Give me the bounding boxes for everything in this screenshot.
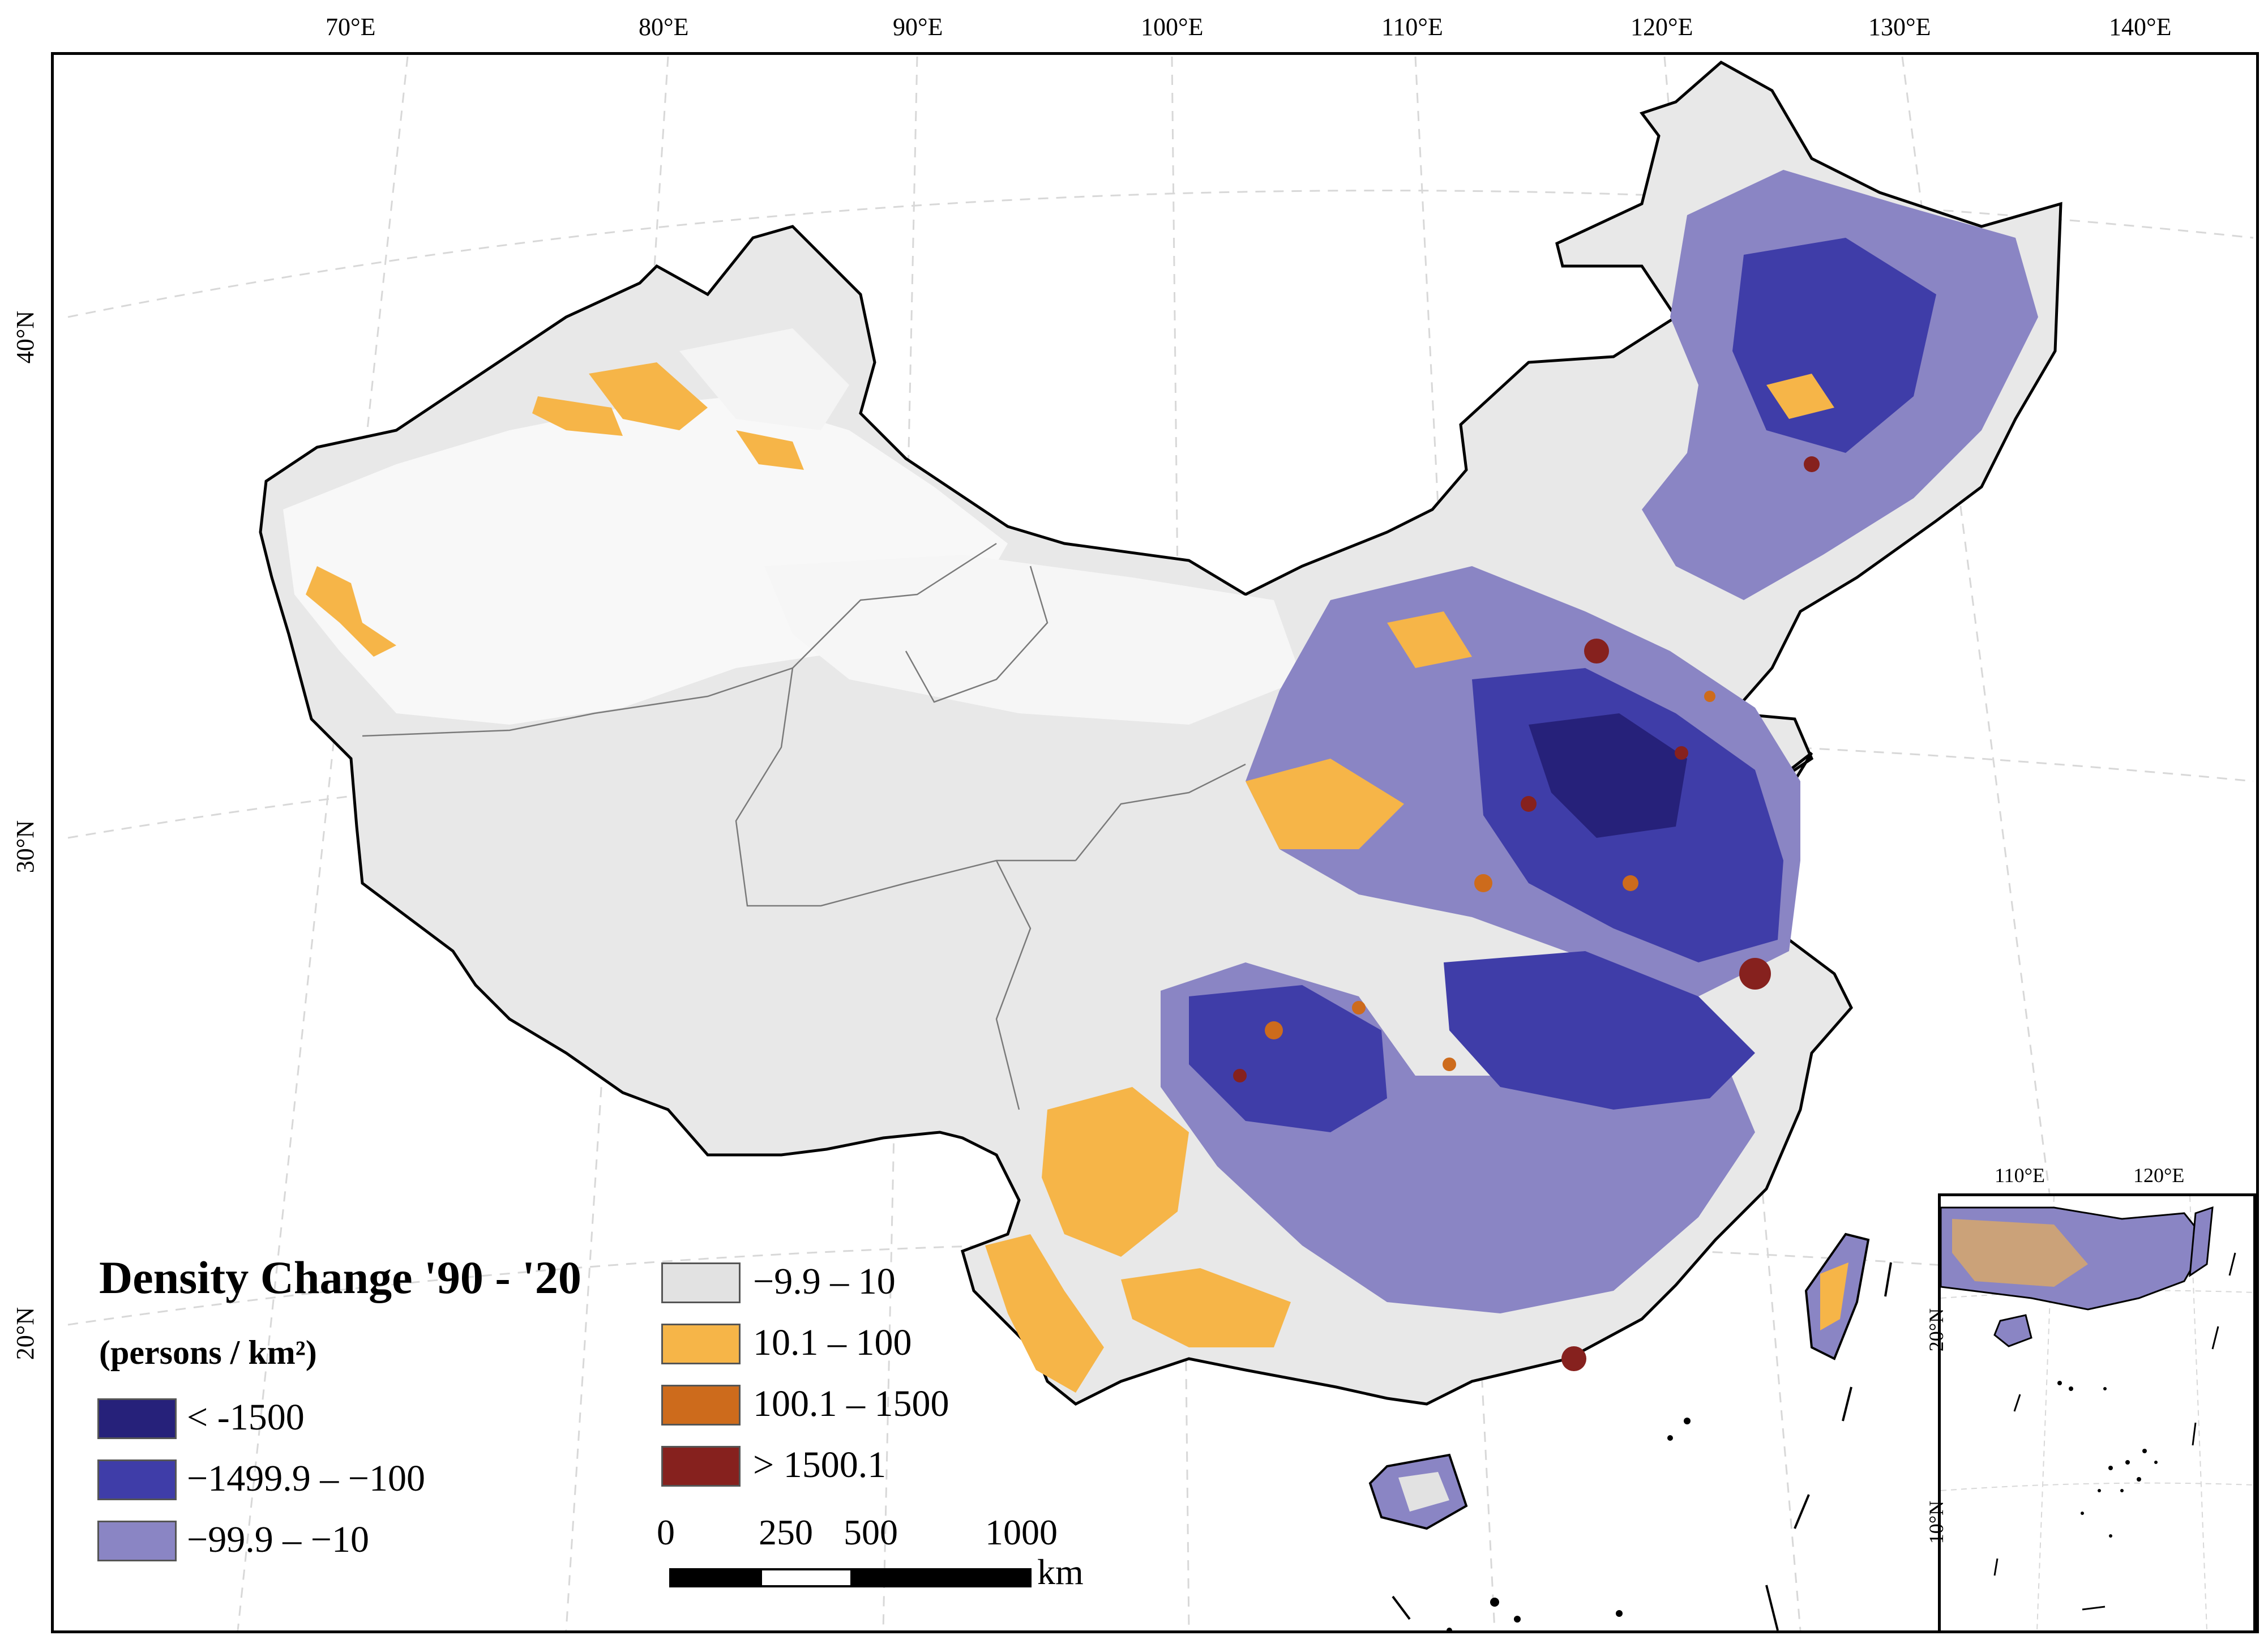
scalebar-tick-label: 1000 bbox=[985, 1512, 1058, 1552]
decline-areas bbox=[1161, 170, 2038, 1313]
legend-label: < -1500 bbox=[187, 1397, 305, 1438]
lon-label: 140°E bbox=[2109, 13, 2172, 41]
lon-label: 100°E bbox=[1141, 13, 1204, 41]
legend-subtitle: (persons / km²) bbox=[99, 1334, 317, 1371]
scalebar-tick-label: 500 bbox=[844, 1512, 898, 1552]
legend-label: > 1500.1 bbox=[753, 1444, 887, 1486]
lon-label: 120°E bbox=[1631, 13, 1693, 41]
lon-label: 130°E bbox=[1868, 13, 1931, 41]
inset-map: 110°E 120°E 20°N 10°N bbox=[1925, 1164, 2256, 1633]
legend-swatch bbox=[661, 1324, 741, 1364]
province-borders bbox=[362, 542, 1246, 1110]
legend-title: Density Change '90 - '20 bbox=[99, 1252, 581, 1303]
lat-label: 20°N bbox=[11, 1307, 40, 1360]
map-frame bbox=[51, 52, 2259, 1633]
legend-label: −9.9 – 10 bbox=[753, 1261, 896, 1302]
lat-label: 30°N bbox=[11, 820, 40, 874]
legend-label: −1499.9 – −100 bbox=[187, 1458, 425, 1499]
legend-label: 10.1 – 100 bbox=[753, 1322, 912, 1363]
inset-lon-label: 110°E bbox=[1995, 1164, 2046, 1187]
growth-areas bbox=[306, 362, 1834, 1393]
lon-label: 90°E bbox=[893, 13, 943, 41]
legend-swatch bbox=[661, 1446, 741, 1487]
legend-swatch bbox=[661, 1385, 741, 1426]
legend-label: 100.1 – 1500 bbox=[753, 1383, 949, 1424]
lon-label: 70°E bbox=[326, 13, 376, 41]
scs-islands bbox=[1447, 1418, 1691, 1633]
legend-label: −99.9 – −10 bbox=[187, 1519, 369, 1560]
lon-label: 80°E bbox=[639, 13, 689, 41]
inset-map-drawing bbox=[1940, 1196, 2254, 1631]
lat-label: 40°N bbox=[11, 310, 40, 364]
inset-lat-label: 10°N bbox=[1925, 1500, 1948, 1544]
scs-lines bbox=[1392, 1262, 1892, 1631]
lon-label: 110°E bbox=[1381, 13, 1443, 41]
hotspots bbox=[1233, 456, 1820, 1371]
scalebar-tick-label: 250 bbox=[759, 1512, 813, 1552]
scalebar bbox=[669, 1568, 1032, 1587]
legend-swatch bbox=[97, 1398, 177, 1439]
inset-lon-label: 120°E bbox=[2133, 1164, 2185, 1187]
inset-lat-label: 20°N bbox=[1925, 1308, 1948, 1352]
legend-swatch bbox=[97, 1459, 177, 1500]
scalebar-tick-label: 0 bbox=[657, 1512, 675, 1552]
legend-swatch bbox=[97, 1521, 177, 1561]
legend-swatch bbox=[661, 1262, 741, 1303]
mid-hotspots bbox=[1265, 691, 1715, 1071]
scalebar-unit: km bbox=[1037, 1552, 1084, 1592]
